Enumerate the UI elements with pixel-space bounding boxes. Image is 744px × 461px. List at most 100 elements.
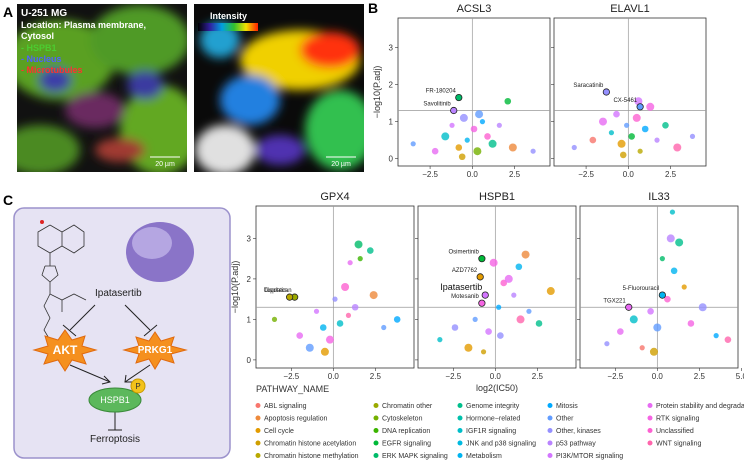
x-tick-label: 2.5 [532,372,544,381]
point [458,153,466,161]
y-tick-label: 2 [247,275,252,284]
channel-label: - HSPB1 [21,43,57,53]
legend-swatch [457,440,463,446]
point [354,240,363,249]
scale-bar-label: 20 µm [331,161,351,168]
point [410,141,416,147]
point [464,343,473,352]
point [488,139,497,148]
legend-label: ABL signaling [264,403,307,410]
y-tick-label: 3 [389,44,394,53]
highlighted-point [636,103,644,111]
x-tick-label: −2.5 [578,170,594,179]
point [608,130,615,136]
point-label: Saracatinib [573,83,604,89]
protein-label: HSPB1 [100,395,130,405]
point [480,349,487,355]
point [673,143,682,152]
legend-swatch [547,453,553,458]
y-axis-label: −log10(P.adj) [230,261,240,314]
facet-title: HSPB1 [479,191,515,203]
point [472,316,478,322]
point-label: Cisplatin [264,288,287,294]
legend-label: DNA replication [382,428,430,435]
location: Cytosol [21,31,54,41]
x-tick-label: 2.5 [370,372,382,381]
y-tick-label: 3 [247,234,252,243]
panel-label: C [3,192,13,208]
colorbar-label: Intensity [210,11,247,21]
x-tick-label: 0.0 [623,170,635,179]
point [515,263,523,271]
cell-line: U-251 MG [21,8,67,19]
point [598,117,607,126]
point [675,238,684,247]
point [341,283,350,291]
point [437,337,443,343]
point [484,133,491,140]
facet-title: ACSL3 [457,3,492,15]
legend-swatch [647,403,653,408]
point [455,144,463,151]
highlighted-point [286,293,294,301]
point [319,324,327,331]
point [347,260,353,266]
phospho-label: P [135,382,140,391]
point [647,308,654,315]
x-tick-label: 2.5 [509,170,521,179]
x-tick-label: 2.5 [665,170,677,179]
legend-label: EGFR signaling [382,441,431,448]
point-label: CX-5461 [613,98,637,104]
highlighted-point [478,299,486,307]
point [449,122,455,128]
y-tick-label: 0 [247,356,252,365]
point [698,303,707,312]
point [305,343,314,352]
point [669,209,676,215]
point [508,143,517,152]
point [639,345,645,351]
plot-area [397,17,551,167]
location: Location: Plasma membrane, [21,20,146,30]
legend-label: Chromatin histone acetylation [264,441,356,448]
point [357,256,363,262]
x-tick-label: 0.0 [652,372,664,381]
x-tick-label: −2.5 [607,372,623,381]
x-tick-label: 0.0 [467,170,479,179]
point [336,320,344,327]
point [485,328,492,335]
legend-label: Cytoskeleton [382,416,423,423]
point [724,336,732,343]
legend-swatch [457,428,463,433]
legend-swatch [255,428,261,433]
x-tick-label: −2.5 [422,170,438,179]
point-label: Topotecan [264,288,292,294]
legend-swatch [547,428,553,433]
point [496,304,502,310]
facet-title: GPX4 [320,191,349,203]
x-tick-label: 0.0 [490,372,502,381]
x-axis-label: log2(IC50) [476,383,518,393]
point [649,347,658,356]
point [459,113,468,122]
legend-label: Chromatin histone methylation [264,453,359,460]
panel-label: A [3,4,13,20]
x-tick-label: 0.0 [328,372,340,381]
channel-label: - Microtubules [21,65,83,75]
scale-bar-label: 20 µm [155,161,175,168]
point [589,136,597,144]
legend-label: Metabolism [466,453,502,460]
point [713,333,719,339]
legend-label: Protein stability and degradation [656,403,744,410]
point-label: Motesanib [451,294,479,300]
y-tick-label: 2 [389,81,394,90]
legend-label: Hormone−related [466,416,520,423]
point-label: FR-180204 [426,89,457,95]
legend-swatch [373,403,379,408]
point [497,332,504,339]
legend-label: Other, kinases [556,428,601,435]
point [670,267,678,275]
point [496,122,502,128]
point [629,315,638,324]
